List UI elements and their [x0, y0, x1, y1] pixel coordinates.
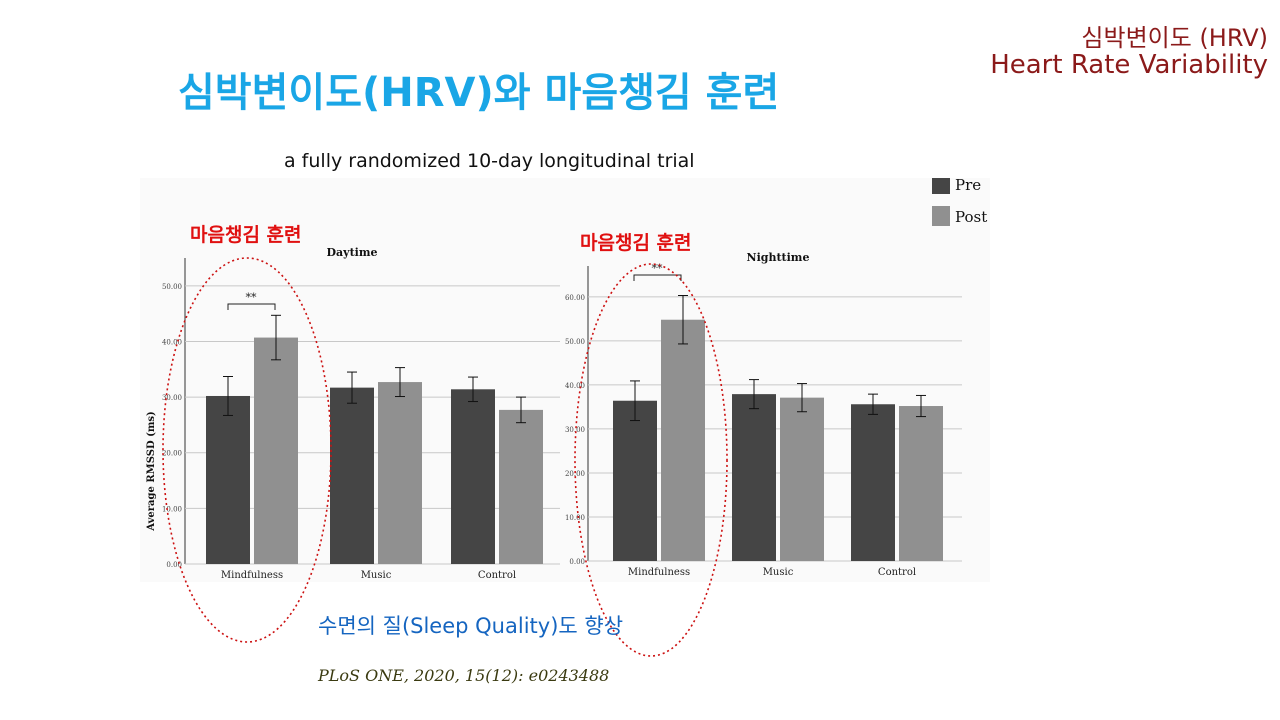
- daytime-category-label: Music: [361, 570, 392, 581]
- nighttime-category-label: Mindfulness: [628, 567, 690, 578]
- nighttime-bar-pre-music: [732, 394, 776, 561]
- citation: PLoS ONE, 2020, 15(12): e0243488: [318, 666, 610, 685]
- nighttime-y-tick-label: 10.00: [565, 514, 585, 522]
- daytime-bar-pre-control: [451, 389, 495, 564]
- daytime-chart-title: Daytime: [327, 246, 378, 259]
- nighttime-category-label: Music: [763, 567, 794, 578]
- nighttime-y-tick-label: 50.00: [565, 338, 585, 346]
- legend-swatch-post: [932, 206, 950, 226]
- daytime-category-label: Mindfulness: [221, 570, 283, 581]
- legend-swatch-pre: [932, 178, 950, 194]
- daytime-y-tick-label: 40.00: [162, 338, 182, 346]
- daytime-bar-pre-mindfulness: [206, 395, 250, 564]
- nighttime-y-tick-label: 0.00: [569, 558, 585, 566]
- daytime-chart: Daytime Average RMSSD (ms) 0.00 10.00 20.0…: [146, 246, 560, 581]
- legend-label-pre: Pre: [955, 178, 981, 194]
- corner-title-korean: 심박변이도 (HRV): [1081, 24, 1268, 52]
- slide-subtitle: a fully randomized 10-day longitudinal t…: [284, 150, 695, 172]
- daytime-bar-post-music: [378, 382, 422, 564]
- slide-title: 심박변이도(HRV)와 마음챙김 훈련: [178, 70, 780, 116]
- nighttime-bar-post-music: [780, 397, 824, 561]
- daytime-bar-post-control: [499, 409, 543, 564]
- nighttime-bar-post-mindfulness: [661, 319, 705, 561]
- corner-title-english: Heart Rate Variability: [990, 50, 1268, 80]
- daytime-category-label: Control: [478, 570, 516, 581]
- mindfulness-label-right: 마음챙김 훈련: [580, 232, 692, 254]
- daytime-plot-area: 0.00 10.00 20.00 30.00 40.00 50.00 Mindfulness…: [162, 258, 560, 581]
- nighttime-significance-marker: **: [652, 262, 664, 275]
- mindfulness-label-left: 마음챙김 훈련: [190, 224, 302, 246]
- nighttime-chart-title: Nighttime: [747, 251, 810, 264]
- nighttime-chart: Nighttime 0.00 10.00 20.00 30.00 40.00 50.00 6…: [565, 251, 962, 578]
- daytime-significance-bracket: **: [227, 291, 276, 310]
- legend-label-post: Post: [955, 208, 987, 226]
- daytime-y-axis-label: Average RMSSD (ms): [146, 411, 157, 532]
- nighttime-y-tick-label: 40.00: [565, 382, 585, 390]
- nighttime-category-label: Control: [878, 567, 916, 578]
- legend: Pre Post: [932, 178, 987, 226]
- sleep-quality-note: 수면의 질(Sleep Quality)도 향상: [318, 614, 624, 638]
- daytime-y-tick-label: 10.00: [162, 505, 182, 513]
- nighttime-plot-area: 0.00 10.00 20.00 30.00 40.00 50.00 60.00 Mindfu…: [565, 266, 962, 578]
- nighttime-bar-post-control: [899, 406, 943, 561]
- nighttime-significance-bracket: **: [633, 262, 682, 281]
- daytime-significance-marker: **: [246, 291, 258, 304]
- nighttime-y-tick-label: 30.00: [565, 426, 585, 434]
- nighttime-y-tick-label: 20.00: [565, 470, 585, 478]
- nighttime-bar-pre-control: [851, 404, 895, 561]
- daytime-y-tick-label: 20.00: [162, 450, 182, 458]
- daytime-y-tick-label: 0.00: [166, 561, 182, 569]
- daytime-bar-pre-music: [330, 387, 374, 564]
- nighttime-bar-pre-mindfulness: [613, 400, 657, 561]
- daytime-y-tick-label: 50.00: [162, 283, 182, 291]
- nighttime-y-tick-label: 60.00: [565, 294, 585, 302]
- daytime-y-tick-label: 30.00: [162, 394, 182, 402]
- daytime-bar-post-mindfulness: [254, 337, 298, 564]
